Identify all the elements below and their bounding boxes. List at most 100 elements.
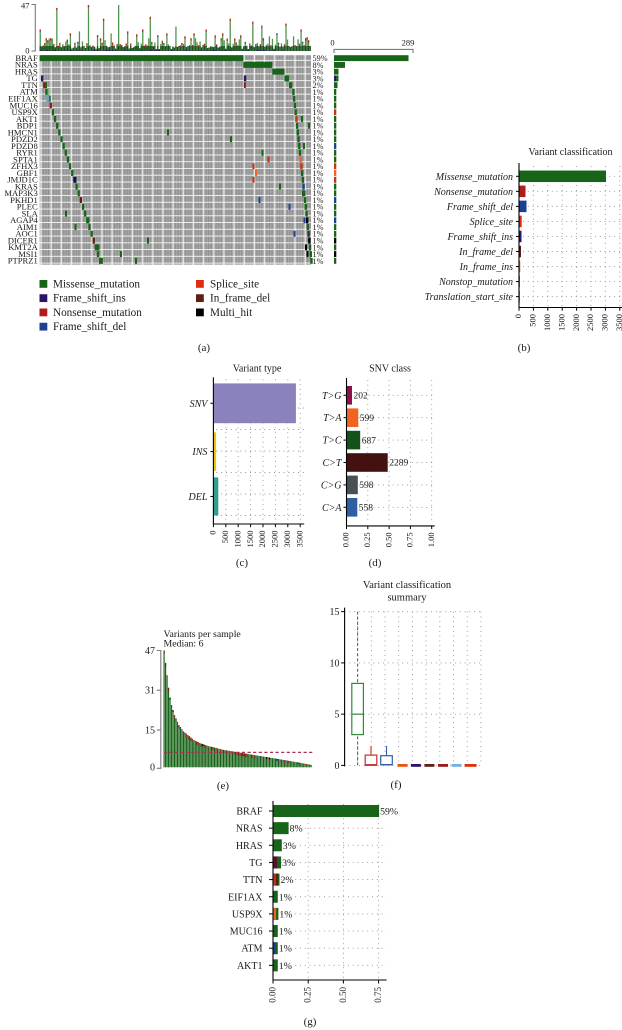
svg-text:1%: 1% (313, 155, 324, 164)
svg-text:PKHD1: PKHD1 (10, 195, 38, 205)
svg-text:1%: 1% (313, 135, 324, 144)
svg-text:Variant classification: Variant classification (363, 580, 452, 591)
svg-text:EIF1AX: EIF1AX (228, 892, 263, 903)
svg-text:Frame_shift_ins: Frame_shift_ins (446, 232, 513, 243)
svg-text:(f): (f) (391, 779, 402, 791)
svg-text:2500: 2500 (270, 531, 280, 548)
svg-text:2%: 2% (281, 875, 294, 886)
svg-text:1%: 1% (313, 108, 324, 117)
svg-text:(a): (a) (198, 342, 211, 354)
svg-text:NRAS: NRAS (15, 60, 38, 70)
svg-text:1%: 1% (313, 128, 324, 137)
svg-text:3500: 3500 (294, 531, 304, 548)
svg-text:(b): (b) (518, 342, 531, 354)
svg-text:687: 687 (362, 436, 377, 446)
svg-text:DEL: DEL (187, 492, 207, 503)
svg-text:5: 5 (335, 710, 340, 721)
svg-text:Variant type: Variant type (233, 364, 282, 375)
svg-text:1%: 1% (313, 182, 324, 191)
svg-text:C>G: C>G (321, 480, 342, 491)
svg-text:558: 558 (359, 504, 374, 514)
svg-text:1%: 1% (313, 230, 324, 239)
svg-text:PTPRZ1: PTPRZ1 (8, 256, 38, 266)
svg-text:T>A: T>A (323, 413, 342, 424)
svg-text:C>A: C>A (322, 503, 342, 514)
svg-text:T>G: T>G (322, 391, 342, 402)
svg-text:BDP1: BDP1 (17, 121, 38, 131)
svg-text:1%: 1% (313, 223, 324, 232)
svg-text:289: 289 (402, 38, 415, 48)
svg-text:T>C: T>C (323, 436, 342, 447)
svg-text:DICER1: DICER1 (8, 235, 38, 245)
svg-text:3000: 3000 (600, 314, 610, 331)
svg-text:Splice_site: Splice_site (470, 217, 514, 228)
svg-text:598: 598 (359, 481, 374, 491)
svg-text:(g): (g) (304, 1016, 317, 1028)
svg-text:Variants per sample: Variants per sample (164, 629, 242, 640)
svg-text:In_frame_del: In_frame_del (458, 247, 513, 258)
svg-text:AGAP4: AGAP4 (10, 215, 38, 225)
svg-text:1500: 1500 (245, 531, 255, 548)
svg-text:HRAS: HRAS (15, 66, 38, 76)
svg-text:AKT1: AKT1 (16, 114, 38, 124)
svg-text:2000: 2000 (571, 314, 581, 331)
svg-text:1000: 1000 (542, 314, 552, 331)
svg-text:MUC16: MUC16 (230, 927, 263, 938)
svg-text:GBF1: GBF1 (17, 168, 38, 178)
svg-text:ATM: ATM (20, 87, 39, 97)
svg-text:Variant classification: Variant classification (528, 147, 612, 158)
svg-text:8%: 8% (313, 61, 324, 70)
svg-text:1%: 1% (313, 88, 324, 97)
svg-text:AOC1: AOC1 (15, 229, 37, 239)
svg-text:1%: 1% (313, 216, 324, 225)
svg-text:1%: 1% (313, 250, 324, 259)
svg-text:0: 0 (208, 531, 218, 535)
svg-text:Missense_mutation: Missense_mutation (53, 278, 140, 290)
svg-text:PDZD2: PDZD2 (11, 134, 38, 144)
svg-text:Nonsense_mutation: Nonsense_mutation (53, 307, 142, 319)
svg-text:1000: 1000 (232, 531, 242, 548)
svg-text:1%: 1% (313, 162, 324, 171)
svg-text:MUC16: MUC16 (10, 100, 39, 110)
svg-text:TTN: TTN (21, 80, 38, 90)
svg-text:BRAF: BRAF (236, 807, 263, 818)
svg-text:47: 47 (145, 646, 155, 657)
svg-text:1500: 1500 (556, 314, 566, 331)
svg-text:3000: 3000 (282, 531, 292, 548)
svg-text:Frame_shift_del: Frame_shift_del (53, 321, 126, 333)
svg-text:1%: 1% (279, 927, 292, 938)
svg-text:1%: 1% (313, 236, 324, 245)
svg-text:EIF1AX: EIF1AX (8, 94, 38, 104)
svg-text:0.75: 0.75 (405, 532, 415, 547)
svg-text:1%: 1% (279, 961, 292, 972)
svg-text:SNV class: SNV class (369, 364, 411, 375)
svg-text:3%: 3% (313, 74, 324, 83)
svg-text:0: 0 (25, 46, 29, 56)
svg-text:HMCN1: HMCN1 (8, 127, 38, 137)
svg-text:1%: 1% (313, 203, 324, 212)
svg-text:2500: 2500 (585, 314, 595, 331)
svg-text:1%: 1% (313, 257, 324, 266)
svg-text:1%: 1% (313, 149, 324, 158)
svg-text:TG: TG (26, 73, 37, 83)
svg-text:8%: 8% (290, 824, 303, 835)
svg-text:0.25: 0.25 (362, 532, 372, 547)
svg-text:500: 500 (220, 531, 230, 544)
svg-text:202: 202 (354, 392, 369, 402)
svg-text:Missense_mutation: Missense_mutation (435, 172, 513, 183)
svg-text:C>T: C>T (323, 458, 343, 469)
svg-text:Multi_hit: Multi_hit (210, 307, 253, 319)
svg-text:INS: INS (191, 447, 207, 458)
svg-text:AIM1: AIM1 (17, 222, 38, 232)
svg-text:ATM: ATM (241, 944, 262, 955)
svg-text:HRAS: HRAS (236, 841, 263, 852)
svg-text:3%: 3% (282, 858, 295, 869)
svg-text:0: 0 (330, 38, 334, 48)
svg-text:15: 15 (330, 607, 340, 618)
svg-text:15: 15 (145, 725, 155, 736)
svg-text:RYR1: RYR1 (16, 148, 38, 158)
svg-text:SLA: SLA (22, 208, 39, 218)
svg-text:2289: 2289 (389, 459, 408, 469)
svg-text:500: 500 (528, 314, 538, 327)
svg-text:(d): (d) (369, 557, 382, 569)
